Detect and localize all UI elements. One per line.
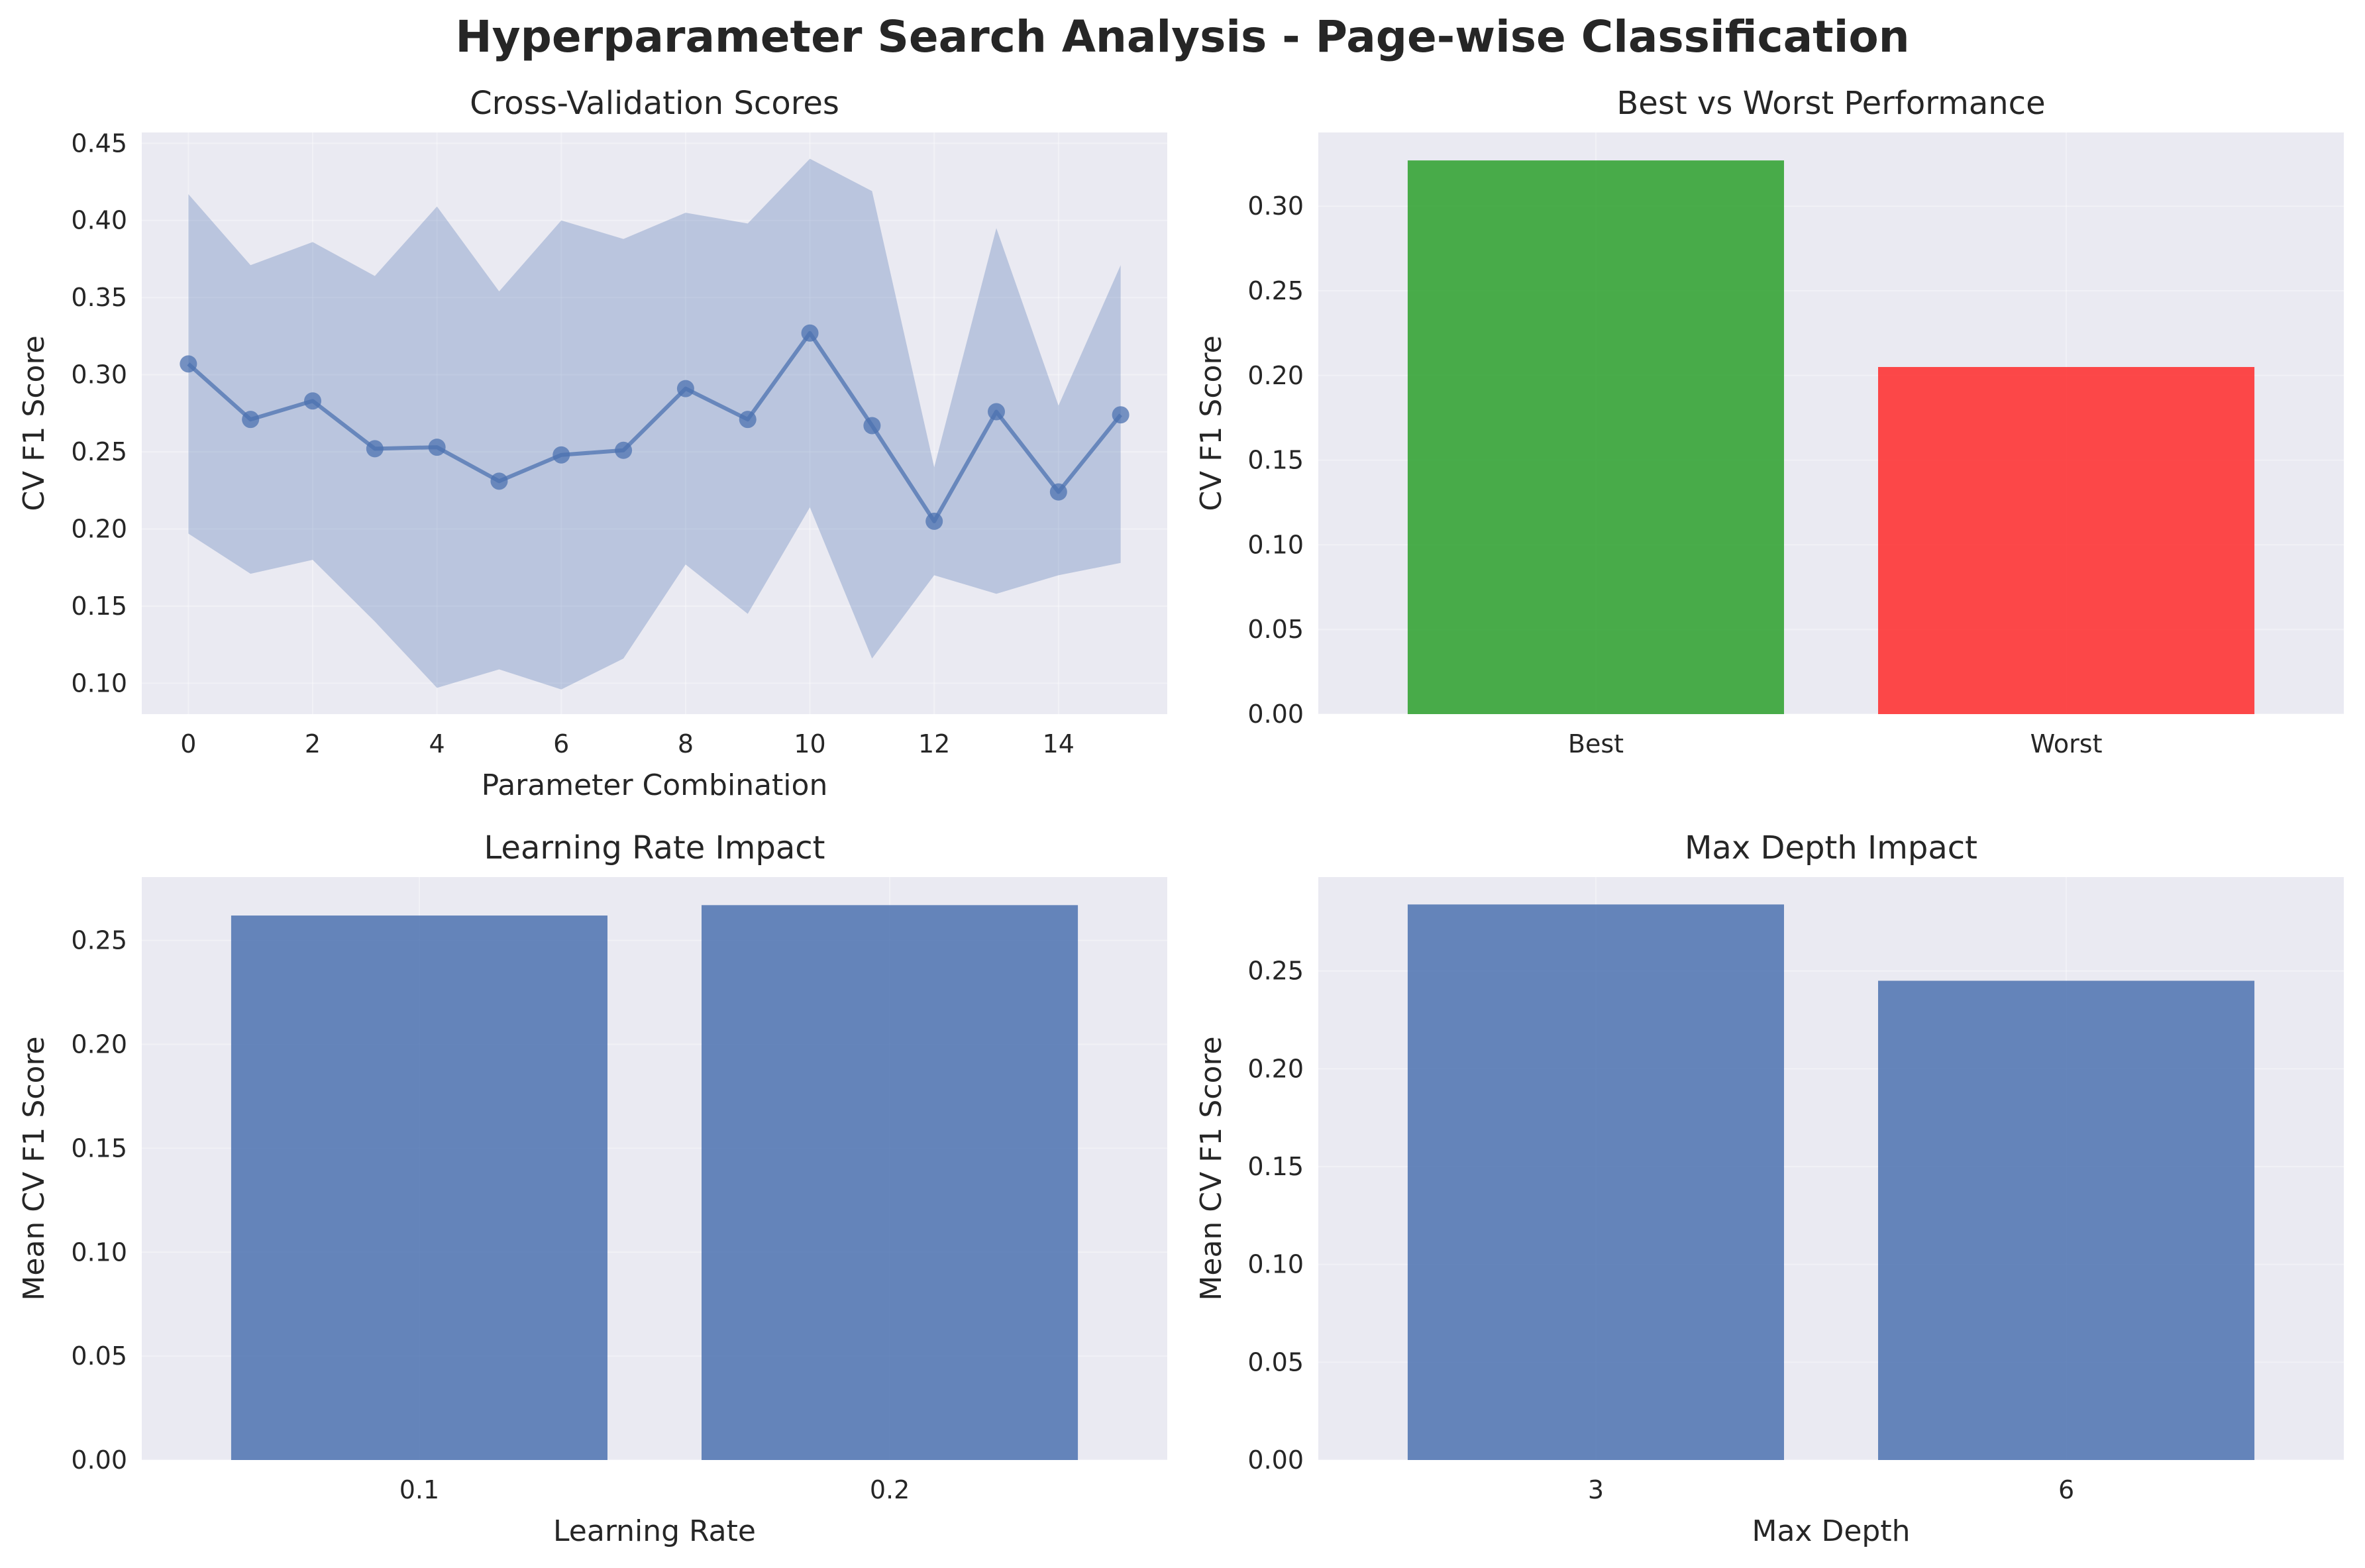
data-point (863, 417, 881, 435)
x-tick-label: 0.2 (870, 1475, 910, 1504)
y-tick-label: 0.15 (71, 592, 127, 621)
data-point (739, 411, 757, 429)
x-tick-label: 3 (1588, 1475, 1604, 1504)
y-tick-label: 0.10 (1247, 1250, 1304, 1279)
data-point (801, 324, 819, 342)
data-point (366, 440, 384, 458)
figure-title: Hyperparameter Search Analysis - Page-wi… (455, 11, 1909, 62)
x-tick-label: 14 (1043, 729, 1075, 758)
y-tick-label: 0.40 (71, 206, 127, 235)
y-tick-label: 0.25 (1247, 276, 1304, 305)
panel-cv-scores: 0.10 0.15 0.20 0.25 0.30 0.35 0.40 0.45 0 2 4 6 8 10… (17, 85, 1167, 802)
data-point (1112, 406, 1130, 424)
x-tick-label: 6 (2058, 1475, 2074, 1504)
y-tick-label: 0.10 (1247, 530, 1304, 559)
bar-3 (1407, 904, 1784, 1460)
data-point (1049, 483, 1067, 501)
y-axis-label: Mean CV F1 Score (17, 1036, 51, 1300)
panel-title: Learning Rate Impact (484, 829, 825, 866)
y-tick-label: 0.15 (1247, 446, 1304, 475)
y-tick-label: 0.30 (71, 360, 127, 390)
x-tick-label: Worst (2030, 729, 2103, 758)
y-axis-label: Mean CV F1 Score (1194, 1036, 1228, 1300)
data-point (552, 446, 570, 464)
y-axis-label: CV F1 Score (17, 335, 51, 511)
mean-line (187, 331, 1122, 523)
x-axis-label: Max Depth (1752, 1514, 1911, 1548)
y-tick-label: 0.15 (71, 1133, 127, 1163)
y-tick-label: 0.10 (71, 668, 127, 698)
panel-max-depth: 0.00 0.05 0.10 0.15 0.20 0.25 3 6 Max Depth Im… (1194, 829, 2344, 1548)
panel-learning-rate: 0.00 0.05 0.10 0.15 0.20 0.25 0.1 0.2 Learning… (17, 829, 1167, 1548)
x-tick-label: 0.1 (399, 1475, 439, 1504)
panel-title: Best vs Worst Performance (1616, 85, 2045, 122)
data-point (428, 439, 446, 456)
y-tick-label: 0.20 (71, 515, 127, 544)
x-tick-label: 12 (918, 729, 950, 758)
x-tick-label: 6 (553, 729, 569, 758)
x-tick-label: 10 (794, 729, 825, 758)
y-tick-label: 0.05 (1247, 615, 1304, 644)
y-tick-label: 0.10 (71, 1237, 127, 1267)
x-tick-label: 0 (180, 729, 196, 758)
bar-0-1 (231, 915, 607, 1460)
y-tick-label: 0.30 (1247, 191, 1304, 221)
bar-6 (1878, 980, 2255, 1460)
x-tick-label: 2 (305, 729, 321, 758)
data-point (676, 380, 694, 397)
y-tick-label: 0.00 (1247, 1445, 1304, 1475)
x-axis-label: Learning Rate (553, 1514, 756, 1548)
data-point (988, 403, 1005, 421)
y-tick-label: 0.35 (71, 283, 127, 312)
y-tick-label: 0.45 (71, 129, 127, 158)
data-point (180, 355, 197, 373)
bar-worst (1878, 367, 2255, 714)
y-tick-label: 0.25 (71, 926, 127, 955)
data-point (615, 441, 633, 459)
y-tick-label: 0.25 (71, 437, 127, 466)
data-point (304, 392, 321, 410)
y-tick-label: 0.00 (71, 1445, 127, 1475)
x-tick-label: 4 (429, 729, 445, 758)
bar-0-2 (702, 905, 1078, 1460)
y-tick-label: 0.05 (71, 1341, 127, 1371)
x-axis-label: Parameter Combination (482, 768, 828, 802)
x-tick-label: Best (1568, 729, 1624, 758)
y-axis-label: CV F1 Score (1194, 335, 1228, 511)
y-tick-label: 0.00 (1247, 700, 1304, 729)
x-tick-label: 8 (678, 729, 694, 758)
std-band (188, 158, 1121, 690)
panel-title: Max Depth Impact (1685, 829, 1977, 866)
panel-best-worst: 0.00 0.05 0.10 0.15 0.20 0.25 0.30 Best Worst B… (1194, 85, 2344, 758)
y-tick-label: 0.25 (1247, 957, 1304, 986)
data-point (925, 512, 943, 530)
panel-title: Cross-Validation Scores (470, 85, 839, 122)
y-tick-label: 0.20 (71, 1030, 127, 1059)
data-point (242, 411, 260, 429)
y-tick-label: 0.20 (1247, 361, 1304, 390)
y-tick-label: 0.20 (1247, 1054, 1304, 1083)
bar-best (1407, 160, 1784, 714)
data-point (490, 472, 508, 490)
y-tick-label: 0.15 (1247, 1152, 1304, 1181)
plot-area (142, 132, 1167, 714)
y-tick-label: 0.05 (1247, 1347, 1304, 1377)
